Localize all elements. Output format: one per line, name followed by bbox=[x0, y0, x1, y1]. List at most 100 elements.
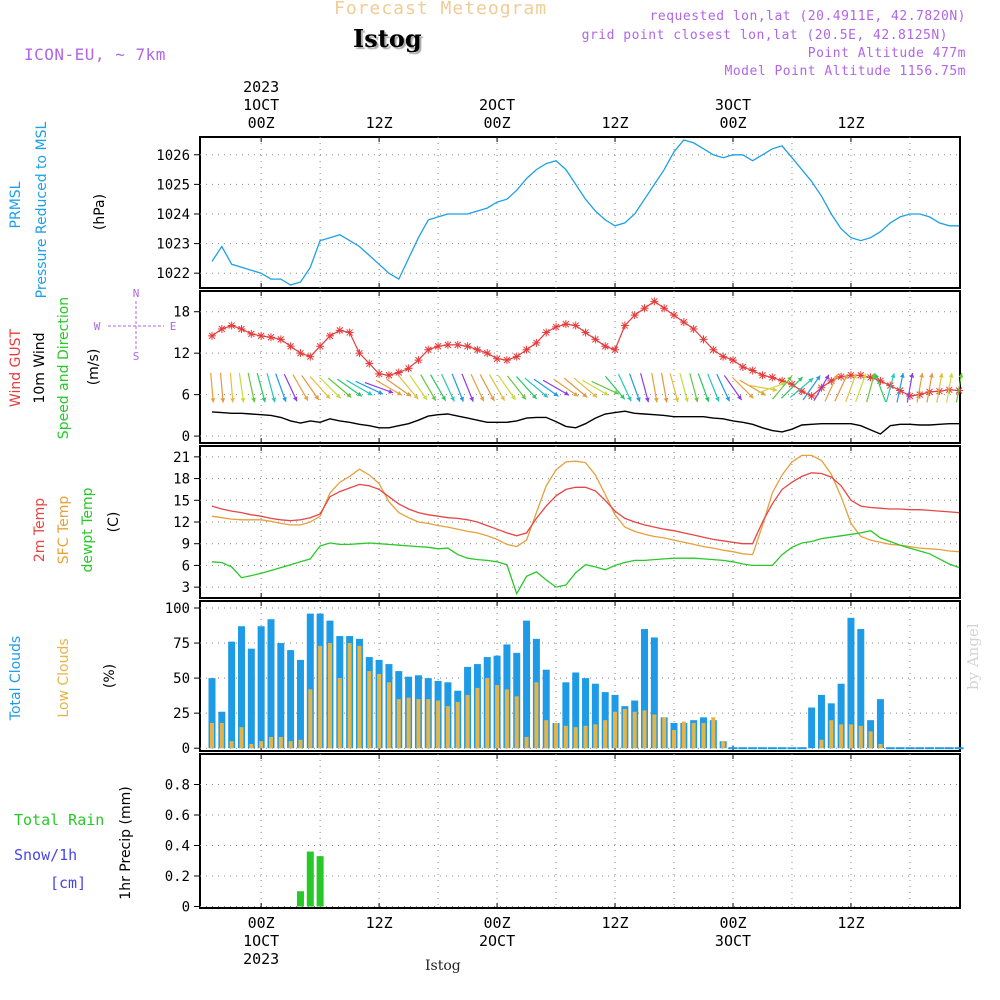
wind-arrow bbox=[896, 372, 905, 403]
bottom-time-label: 12Z bbox=[837, 914, 864, 932]
wind-arrow-shaft bbox=[533, 378, 559, 397]
wind-arrow bbox=[739, 379, 766, 396]
bottom-time-label: 00Z bbox=[719, 914, 746, 932]
gust-point bbox=[699, 335, 708, 344]
gust-point bbox=[640, 304, 649, 313]
wind-arrow bbox=[409, 375, 428, 401]
wind-arrow-head bbox=[824, 374, 829, 380]
wind-arrow-head bbox=[748, 393, 754, 399]
wind-arrow-head bbox=[490, 395, 495, 401]
gust-point bbox=[434, 342, 443, 351]
gust-point bbox=[905, 392, 914, 401]
low-cloud-bar bbox=[701, 722, 706, 749]
wind-arrow-shaft bbox=[660, 372, 668, 403]
gust-point bbox=[915, 390, 924, 399]
gust-point bbox=[650, 297, 659, 306]
y-tick-label: 1025 bbox=[156, 177, 190, 193]
wind-arrow-shaft bbox=[758, 382, 787, 394]
wind-arrow bbox=[906, 372, 915, 403]
low-cloud-bar bbox=[514, 696, 519, 749]
y-tick-label: 0.6 bbox=[165, 808, 190, 824]
wind-arrow bbox=[707, 373, 720, 402]
gust-point bbox=[296, 349, 305, 358]
gust-point bbox=[778, 376, 787, 385]
top-time-label: 12Z bbox=[837, 114, 864, 132]
y-tick-label: 50 bbox=[173, 671, 190, 687]
low-cloud-bar bbox=[819, 739, 824, 749]
clouds-frame bbox=[199, 600, 961, 752]
wind-arrow-head bbox=[573, 391, 579, 397]
gust-point bbox=[581, 328, 590, 337]
low-cloud-bar bbox=[632, 711, 637, 749]
total-cloud-bar bbox=[572, 672, 580, 749]
top-time-label: 12Z bbox=[601, 114, 628, 132]
total-cloud-bar bbox=[641, 629, 649, 749]
location-name: Istog bbox=[353, 24, 422, 53]
total-cloud-bar bbox=[757, 747, 767, 750]
gust-point bbox=[768, 373, 777, 382]
wind-arrow-shaft bbox=[420, 374, 437, 402]
wind-arrow-shaft bbox=[874, 373, 887, 403]
y-tick-label: 21 bbox=[173, 450, 190, 466]
wind-arrow bbox=[617, 373, 632, 402]
wind-arrow-shaft bbox=[813, 374, 830, 402]
wind-arrow-shaft bbox=[896, 372, 904, 403]
model-altitude: Model Point Altitude 1156.75m bbox=[724, 64, 966, 79]
total-cloud-bar bbox=[208, 678, 216, 749]
low-cloud-bar bbox=[839, 724, 844, 749]
y-tick-label: 6 bbox=[182, 388, 190, 404]
total-cloud-bar bbox=[925, 747, 935, 750]
gust-point bbox=[660, 304, 669, 313]
gust-point bbox=[748, 366, 757, 375]
wind-arrow bbox=[292, 374, 309, 402]
total-cloud-bar bbox=[257, 626, 265, 749]
low-cloud-bar bbox=[711, 717, 716, 749]
wind-arrow-head bbox=[325, 394, 331, 399]
wind-arrow bbox=[789, 377, 814, 398]
wind-arrow-shaft bbox=[651, 372, 658, 403]
top-time-label: 00Z bbox=[484, 114, 511, 132]
wind-arrow-head bbox=[413, 394, 419, 400]
bottom-time-label: 12Z bbox=[366, 914, 393, 932]
wind-arrow-head bbox=[843, 374, 848, 380]
wind-arrow bbox=[398, 375, 419, 400]
wind-arrow-shaft bbox=[707, 373, 720, 402]
top-time-label: 12Z bbox=[366, 114, 393, 132]
wind-arrow-shaft bbox=[479, 374, 495, 402]
low-cloud-bar bbox=[318, 645, 323, 749]
low-cloud-bar bbox=[662, 717, 667, 749]
total-cloud-bar bbox=[542, 669, 550, 749]
total-cloud-bar bbox=[915, 747, 925, 750]
y-tick-label: 0.8 bbox=[165, 777, 190, 793]
total-cloud-bar bbox=[817, 694, 825, 749]
low-cloud-bar bbox=[504, 689, 509, 749]
gust-point bbox=[404, 364, 413, 373]
gust-point bbox=[394, 368, 403, 377]
gust-point bbox=[286, 342, 295, 351]
wind-arrow bbox=[780, 376, 804, 399]
wind-arrow bbox=[640, 373, 650, 403]
wind-arrow-shaft bbox=[409, 375, 428, 401]
wind-arrow bbox=[355, 380, 384, 395]
wind-arrow-head bbox=[772, 387, 778, 392]
wind-arrow-head bbox=[303, 395, 308, 401]
wind-arrow bbox=[318, 376, 341, 399]
wind-arrow bbox=[660, 372, 669, 403]
wind10m-label: 10m Wind bbox=[32, 332, 48, 403]
wind-arrow-head bbox=[694, 397, 699, 403]
wind-arrow-head bbox=[909, 372, 915, 378]
wind-arrow-shaft bbox=[916, 372, 923, 403]
low-cloud-bar bbox=[406, 697, 411, 749]
wind-arrow bbox=[845, 373, 857, 403]
sfc-temp-line bbox=[211, 454, 960, 556]
total-cloud-bar bbox=[954, 747, 964, 750]
gust-point bbox=[247, 329, 256, 338]
wind-arrow-head bbox=[367, 390, 373, 396]
wind-arrow bbox=[210, 372, 216, 403]
pressure-label-short: PRMSL bbox=[8, 181, 24, 228]
top-time-label: 3OCT bbox=[715, 96, 751, 114]
gust-point bbox=[355, 349, 364, 358]
top-time-label: 2023 bbox=[243, 78, 279, 96]
gust-point bbox=[679, 318, 688, 327]
total-cloud-bar bbox=[582, 678, 590, 749]
